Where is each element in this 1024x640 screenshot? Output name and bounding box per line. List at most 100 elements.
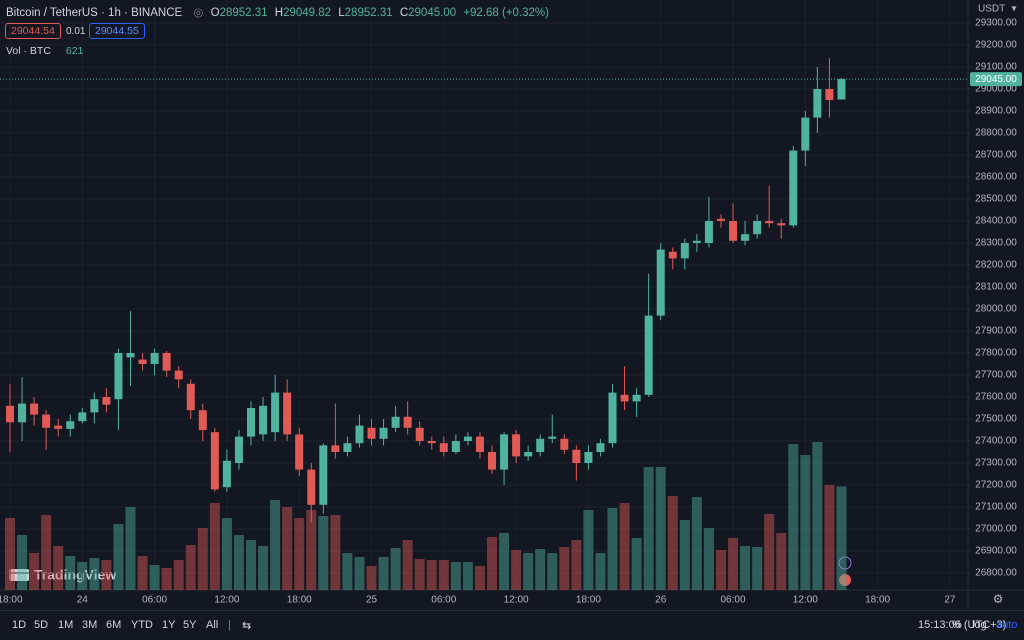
- log-toggle[interactable]: log: [972, 619, 987, 631]
- x-tick-label: 06:00: [721, 595, 746, 606]
- candle-body: [548, 436, 557, 439]
- currency-label[interactable]: USDT: [978, 4, 1005, 15]
- percent-toggle[interactable]: %: [952, 619, 962, 631]
- range-button[interactable]: 1Y: [162, 619, 176, 631]
- candle-body: [837, 79, 846, 100]
- ohlc-h: 29049.82: [283, 7, 332, 19]
- volume-bar: [450, 562, 461, 590]
- y-tick-label: 29100.00: [975, 62, 1017, 73]
- y-tick-label: 26800.00: [975, 568, 1017, 579]
- volume-bar: [402, 540, 413, 590]
- sell-button[interactable]: 29044.54: [5, 23, 61, 39]
- volume-bar: [270, 500, 281, 590]
- volume-bar: [101, 560, 112, 590]
- y-tick-label: 29000.00: [975, 84, 1017, 95]
- volume-bar: [137, 556, 148, 590]
- settings-icon[interactable]: ⚙: [993, 592, 1004, 606]
- event-icon[interactable]: [838, 556, 852, 570]
- range-button[interactable]: All: [206, 619, 219, 631]
- candle-body: [355, 425, 364, 444]
- volume-bar: [161, 568, 172, 590]
- volume-bar: [17, 535, 28, 590]
- volume-bar: [366, 566, 377, 590]
- volume-bar: [667, 496, 678, 590]
- range-button[interactable]: YTD: [131, 619, 153, 631]
- volume-bar: [499, 533, 510, 590]
- y-tick-label: 27900.00: [975, 326, 1017, 337]
- candle-body: [584, 451, 593, 463]
- ohlc-c: 29045.00: [408, 7, 457, 19]
- candle-body: [259, 405, 268, 435]
- x-tick-label: 12:00: [214, 595, 239, 606]
- candle-body: [668, 251, 677, 259]
- volume-bar: [619, 503, 630, 590]
- volume-bar: [631, 538, 642, 590]
- candle-body: [222, 460, 231, 488]
- x-tick-label: 12:00: [793, 595, 818, 606]
- candle-body: [596, 443, 605, 452]
- flag-icon[interactable]: [839, 574, 851, 586]
- candle-body: [102, 396, 111, 405]
- ohlc-o: 28952.31: [219, 7, 268, 19]
- candle-body: [427, 440, 436, 444]
- y-tick-label: 28400.00: [975, 216, 1017, 227]
- volume-bar: [824, 485, 835, 590]
- candle-body: [319, 445, 328, 505]
- date-range-icon[interactable]: ⇆: [242, 620, 252, 632]
- candle-body: [283, 392, 292, 435]
- volume-bar: [294, 518, 305, 590]
- candles: [6, 58, 846, 523]
- candle-body: [403, 416, 412, 428]
- candle-body: [536, 438, 545, 452]
- buy-button[interactable]: 29044.55: [89, 23, 145, 39]
- auto-toggle[interactable]: auto: [996, 619, 1018, 631]
- ohlc-h-label: H: [274, 7, 284, 19]
- volume-bar: [125, 507, 136, 590]
- volume-bar: [354, 557, 365, 590]
- volume-pane: [5, 442, 847, 590]
- range-button[interactable]: 5Y: [183, 619, 197, 631]
- last-price-badge: [970, 72, 1022, 87]
- volume-bar: [643, 467, 654, 590]
- volume-bar: [330, 515, 341, 590]
- volume-bar: [607, 508, 618, 590]
- volume-bar: [583, 510, 594, 590]
- last-price-label: 29045.00: [975, 74, 1017, 85]
- legend: Bitcoin / TetherUS · 1h · BINANCE ◎ O289…: [6, 5, 553, 19]
- range-button[interactable]: 1M: [58, 619, 74, 631]
- candle-body: [825, 88, 834, 100]
- currency-caret: ▾: [1011, 4, 1016, 15]
- volume-bar: [173, 560, 184, 590]
- divider: |: [228, 619, 231, 631]
- y-tick-label: 27700.00: [975, 370, 1017, 381]
- range-button[interactable]: 5D: [34, 619, 49, 631]
- volume-bar: [691, 497, 702, 590]
- candle-body: [512, 434, 521, 457]
- range-button[interactable]: 3M: [82, 619, 98, 631]
- candle-body: [198, 410, 207, 430]
- volume-bar: [113, 524, 124, 590]
- candle-body: [271, 392, 280, 433]
- volume-bar: [715, 550, 726, 590]
- candle-body: [572, 449, 581, 463]
- branding: TradingView: [34, 567, 116, 583]
- candle-body: [729, 220, 738, 241]
- volume-bar: [559, 547, 570, 590]
- y-tick-label: 28500.00: [975, 194, 1017, 205]
- volume-bar: [197, 528, 208, 590]
- range-button[interactable]: 1D: [12, 619, 27, 631]
- range-button[interactable]: 6M: [106, 619, 122, 631]
- candle-body: [331, 445, 340, 452]
- y-tick-label: 29200.00: [975, 40, 1017, 51]
- candle-body: [186, 383, 195, 411]
- candle-body: [488, 451, 497, 470]
- x-tick-label: 06:00: [142, 595, 167, 606]
- x-tick-label: 24: [77, 595, 89, 606]
- volume-bar: [378, 557, 389, 590]
- y-tick-label: 28300.00: [975, 238, 1017, 249]
- y-tick-label: 28800.00: [975, 128, 1017, 139]
- x-tick-label: 18:00: [287, 595, 312, 606]
- candle-body: [439, 443, 448, 452]
- x-tick-label: 27: [944, 595, 956, 606]
